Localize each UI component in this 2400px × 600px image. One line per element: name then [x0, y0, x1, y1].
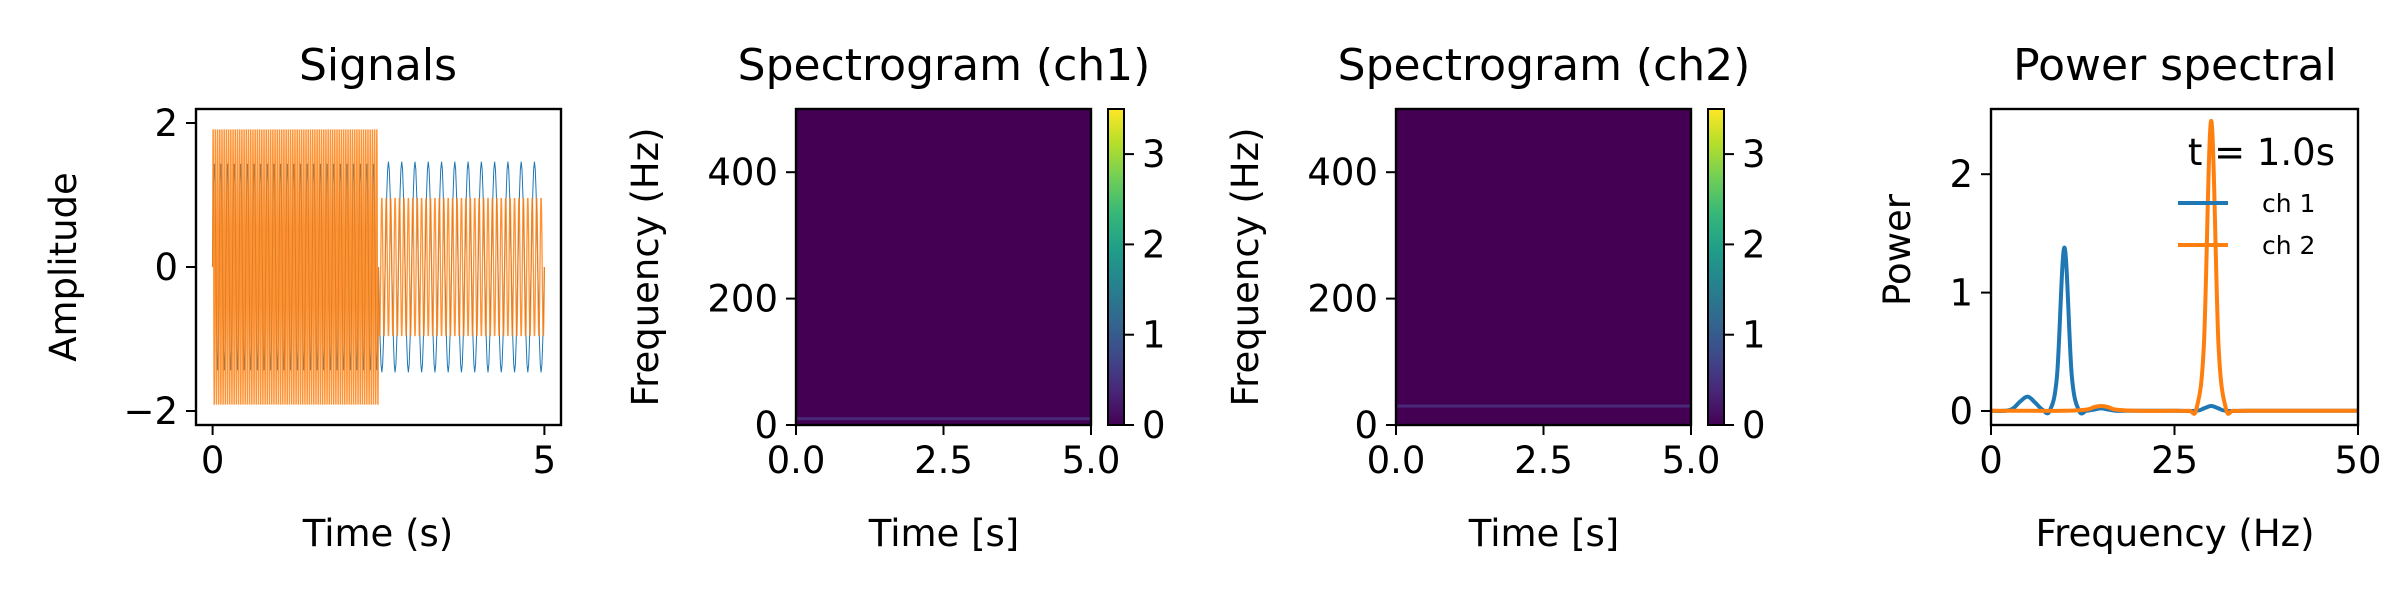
signals-series-line-2 [211, 129, 546, 405]
spec2-band-1 [1396, 404, 1691, 408]
psd-x-ticks: 0 25 50 [1979, 425, 2382, 482]
spec1-y-ticks: 0 200 400 [707, 151, 796, 447]
signals-title: Signals [299, 40, 457, 91]
signals-xlabel: Time (s) [302, 512, 453, 555]
spec2-x-ticks: 0.0 2.5 5.0 [1367, 425, 1721, 482]
signals-ytick-label-2: 2 [154, 102, 178, 145]
signals-series [211, 129, 546, 405]
spec2-heatmap-bands [1396, 404, 1691, 408]
psd-legend: ch 1 ch 2 [2178, 189, 2315, 260]
spec2-ylabel: Frequency (Hz) [1224, 127, 1267, 406]
spec1-ytick-label-2: 400 [707, 151, 778, 194]
psd-series-line-2 [1991, 118, 2358, 416]
spec1-xtick-label-2: 5.0 [1062, 439, 1121, 482]
psd-legend-label-ch1: ch 1 [2262, 189, 2315, 218]
psd-ylabel: Power [1876, 193, 1919, 306]
spec1-cbar-label-1: 1 [1142, 314, 1166, 357]
spec1-x-ticks: 0.0 2.5 5.0 [767, 425, 1121, 482]
signals-plot-area [194, 107, 563, 427]
psd-xtick-label-1: 25 [2151, 439, 2198, 482]
signals-xtick-label-0: 0 [201, 439, 225, 482]
psd-xtick-label-2: 50 [2334, 439, 2381, 482]
spec2-plot-area [1394, 107, 1693, 427]
spec1-ytick-label-1: 200 [707, 278, 778, 321]
psd-ytick-label-0: 0 [1949, 390, 1973, 433]
spec2-heatmap-background [1396, 109, 1691, 425]
spec2-ytick-label-2: 400 [1307, 151, 1378, 194]
spec1-xlabel: Time [s] [868, 512, 1019, 555]
signals-ylabel: Amplitude [42, 172, 85, 362]
spec1-colorbar-gradient [1107, 108, 1125, 426]
panel-signals: Signals Time (s) Amplitude 0 5 −2 0 2 [42, 40, 563, 555]
psd-xlabel: Frequency (Hz) [2035, 512, 2314, 555]
spec1-xtick-label-0: 0.0 [767, 439, 826, 482]
psd-y-ticks: 0 1 2 [1949, 153, 1991, 433]
spec1-ylabel: Frequency (Hz) [624, 127, 667, 406]
spec1-plot-area [794, 107, 1093, 427]
spec2-colorbar: 0 1 2 3 [1707, 108, 1766, 447]
psd-series-line-1 [1991, 245, 2358, 416]
signals-x-ticks: 0 5 [201, 425, 556, 482]
psd-title: Power spectral [2013, 40, 2337, 91]
psd-ytick-label-1: 1 [1949, 272, 1973, 315]
spec1-cbar-label-0: 0 [1142, 404, 1166, 447]
psd-legend-label-ch2: ch 2 [2262, 231, 2315, 260]
signals-ytick-label-0: −2 [123, 390, 178, 433]
spec2-xtick-label-1: 2.5 [1514, 439, 1573, 482]
spec1-heatmap-background [796, 109, 1091, 425]
psd-ytick-label-2: 2 [1949, 153, 1973, 196]
spec2-cbar-label-2: 2 [1742, 223, 1766, 266]
spec1-ytick-label-0: 0 [754, 404, 778, 447]
spec2-cbar-label-0: 0 [1742, 404, 1766, 447]
spec1-cbar-label-2: 2 [1142, 223, 1166, 266]
psd-time-annotation: t = 1.0s [2188, 131, 2335, 174]
signals-y-ticks: −2 0 2 [123, 102, 196, 433]
spec1-xtick-label-1: 2.5 [914, 439, 973, 482]
psd-xtick-label-0: 0 [1979, 439, 2003, 482]
panel-spectrogram-ch2: Spectrogram (ch2) Time [s] Frequency (Hz… [1224, 40, 1766, 555]
spec2-xtick-label-0: 0.0 [1367, 439, 1426, 482]
spec2-cbar-label-1: 1 [1742, 314, 1766, 357]
spec1-heatmap-bands [796, 417, 1091, 421]
panel-power-spectral: Power spectral Frequency (Hz) Power t = … [1876, 40, 2382, 555]
spec2-title: Spectrogram (ch2) [1338, 40, 1751, 91]
spec2-xtick-label-2: 5.0 [1662, 439, 1721, 482]
panel-spectrogram-ch1: Spectrogram (ch1) Time [s] Frequency (Hz… [624, 40, 1166, 555]
psd-series [1991, 118, 2358, 416]
spec1-title: Spectrogram (ch1) [738, 40, 1151, 91]
spec1-band-1 [796, 417, 1091, 421]
spec2-cbar-label-3: 3 [1742, 133, 1766, 176]
spec2-ytick-label-1: 200 [1307, 278, 1378, 321]
spec1-cbar-label-3: 3 [1142, 133, 1166, 176]
spec2-xlabel: Time [s] [1468, 512, 1619, 555]
spec1-colorbar: 0 1 2 3 [1107, 108, 1166, 447]
spec2-ytick-label-0: 0 [1354, 404, 1378, 447]
spec2-colorbar-gradient [1707, 108, 1725, 426]
signals-ytick-label-1: 0 [154, 246, 178, 289]
spec2-y-ticks: 0 200 400 [1307, 151, 1396, 447]
signals-xtick-label-1: 5 [533, 439, 557, 482]
